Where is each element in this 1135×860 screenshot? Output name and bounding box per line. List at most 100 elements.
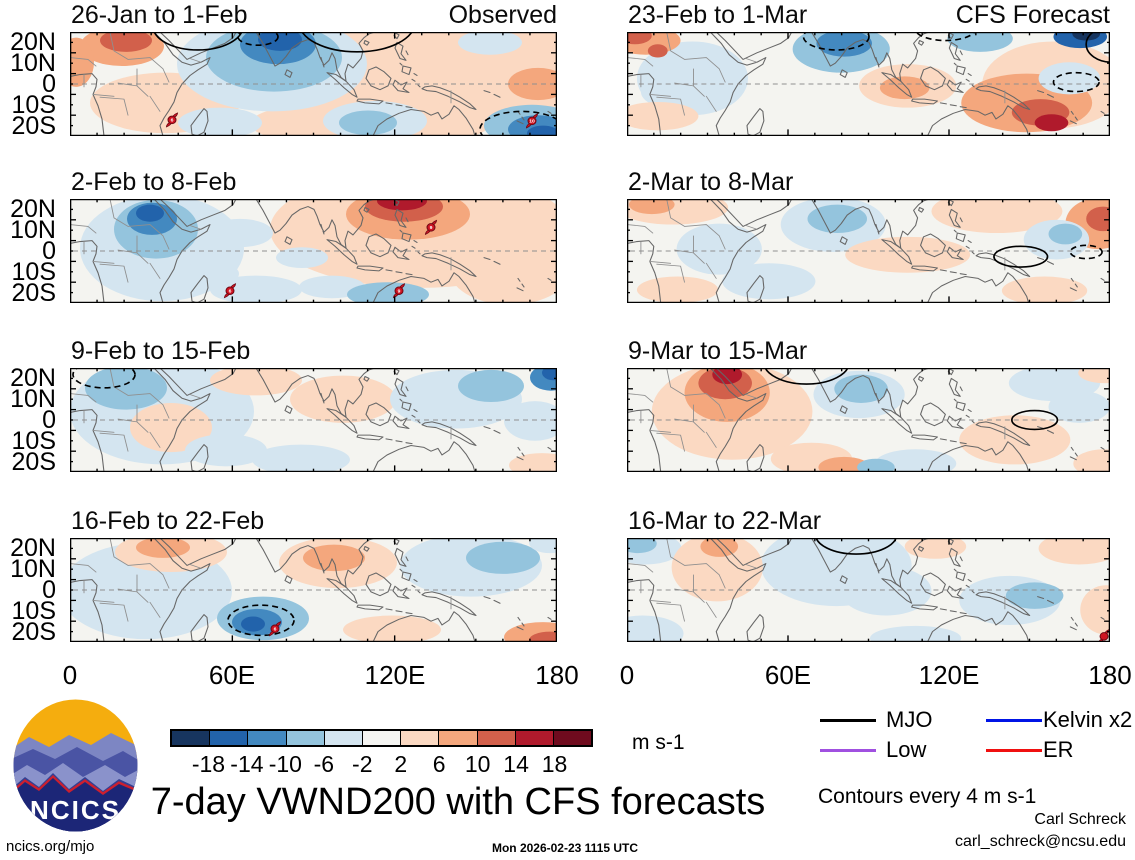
y-tick-0: 0 (42, 70, 56, 98)
colorbar-tick: 18 (541, 751, 568, 777)
colorbar-segment (476, 731, 515, 745)
x-tick-0-right: 0 (619, 660, 635, 690)
map-panel-obs-week3: 9-Feb to 15-Feb (70, 337, 557, 472)
x-tick-180-right: 180 (1088, 660, 1132, 690)
svg-text:9: 9 (430, 225, 433, 231)
colorbar-units-label: m s-1 (632, 731, 685, 754)
y-tick-20n: 20N (10, 534, 56, 562)
colorbar-tick: -14 (230, 751, 264, 777)
colorbar-tick-labels: -18 -14 -10 -6 -2 2 6 10 14 18 (170, 751, 593, 777)
vwnd-map-fcst-week3 (627, 368, 1110, 472)
map-panel-fcst-week2: 2-Mar to 8-Mar (627, 168, 1110, 303)
y-tick-20s: 20S (11, 279, 56, 307)
legend-label-mjo: MJO (886, 707, 933, 732)
ncics-logo-text: NCICS (30, 795, 121, 825)
y-tick-10s: 10S (11, 597, 56, 625)
colorbar-tick: 2 (394, 751, 408, 777)
y-axis-row4: 20N 10N 0 10S 20S (0, 534, 60, 646)
y-tick-10s: 10S (11, 427, 56, 455)
panel-title: 16-Feb to 22-Feb (71, 507, 265, 535)
colorbar-segment (361, 731, 401, 745)
svg-text:9: 9 (398, 289, 401, 295)
x-tick-0-left: 0 (62, 660, 78, 690)
colorbar-tick: 14 (503, 751, 529, 777)
x-tick-60e-left: 60E (208, 660, 256, 690)
y-tick-20s: 20S (11, 448, 56, 476)
svg-text:10: 10 (529, 119, 535, 125)
legend-label-kelvin: Kelvin x2 (1043, 707, 1133, 732)
colorbar (170, 729, 593, 747)
y-tick-20n: 20N (10, 195, 56, 223)
map-panel-fcst-week4: 16-Mar to 22-Mar (627, 507, 1110, 642)
svg-text:6: 6 (171, 118, 174, 124)
colorbar-tick: -18 (191, 751, 226, 777)
vwnd-map-obs-week1: 6 10 (70, 32, 557, 136)
y-axis-row2: 20N 10N 0 10S 20S (0, 195, 60, 307)
site-url: ncics.org/mjo (6, 838, 95, 855)
legend-line-mjo (820, 719, 876, 722)
y-axis-row3: 20N 10N 0 10S 20S (0, 364, 60, 476)
colorbar-segment (323, 731, 362, 745)
map-panel-obs-week1: 26-Jan to 1-Feb Observed 6 10 (70, 1, 557, 136)
y-tick-0: 0 (42, 237, 56, 265)
legend-line-kelvin (986, 719, 1042, 722)
y-tick-10s: 10S (11, 258, 56, 286)
panel-title: 2-Feb to 8-Feb (71, 168, 237, 196)
x-tick-60e-right: 60E (764, 660, 812, 690)
column-heading-observed: Observed (448, 1, 557, 29)
timestamp: Mon 2026-02-23 1115 UTC (491, 841, 639, 855)
y-tick-20n: 20N (10, 28, 56, 56)
panel-title: 16-Mar to 22-Mar (628, 507, 822, 535)
y-axis-row1: 20N 10N 0 10S 20S (0, 28, 60, 140)
panel-title: 26-Jan to 1-Feb (71, 1, 248, 29)
y-tick-10n: 10N (10, 385, 56, 413)
colorbar-segment (400, 731, 439, 745)
vwnd-map-fcst-week4 (627, 538, 1110, 642)
legend-label-low: Low (886, 737, 927, 762)
colorbar-segment (285, 731, 324, 745)
y-tick-10n: 10N (10, 555, 56, 583)
y-tick-0: 0 (42, 576, 56, 604)
colorbar-segment (247, 731, 286, 745)
panel-title: 2-Mar to 8-Mar (628, 168, 794, 196)
vwnd-map-obs-week2: 6 9 9 (70, 199, 557, 303)
vwnd-map-obs-week3 (70, 368, 557, 472)
panel-title: 9-Feb to 15-Feb (71, 337, 251, 365)
colorbar-tick: 10 (464, 751, 491, 777)
ncics-logo: NCICS (13, 699, 138, 832)
colorbar-segment (552, 731, 592, 745)
vwnd-map-fcst-week1 (627, 32, 1110, 136)
contour-interval-note: Contours every 4 m s-1 (818, 785, 1037, 808)
legend-line-er (986, 749, 1042, 752)
map-panel-obs-week2: 2-Feb to 8-Feb 6 9 9 (70, 168, 557, 303)
svg-text:6: 6 (274, 627, 277, 633)
colorbar-segment (514, 731, 553, 745)
panel-title: 9-Mar to 15-Mar (628, 337, 808, 365)
colorbar-segment (172, 731, 210, 745)
y-tick-10s: 10S (11, 91, 56, 119)
y-tick-10n: 10N (10, 216, 56, 244)
colorbar-segment (209, 731, 248, 745)
vwnd-map-obs-week4: 6 (70, 538, 557, 642)
figure-title: 7-day VWND200 with CFS forecasts (150, 781, 766, 823)
x-tick-120e-left: 120E (364, 660, 426, 690)
legend-line-low (820, 749, 876, 752)
colorbar-tick: -10 (268, 751, 302, 777)
map-panel-fcst-week3: 9-Mar to 15-Mar (627, 337, 1110, 472)
y-tick-20s: 20S (11, 618, 56, 646)
legend-label-er: ER (1043, 737, 1074, 762)
y-tick-20s: 20S (11, 112, 56, 140)
x-tick-120e-right: 120E (918, 660, 980, 690)
credit-name: Carl Schreck (1034, 811, 1126, 828)
x-tick-180-left: 180 (535, 660, 579, 690)
credit-email: carl_schreck@ncsu.edu (955, 833, 1126, 850)
map-panel-fcst-week1: 23-Feb to 1-Mar CFS Forecast (627, 1, 1110, 136)
panel-title: 23-Feb to 1-Mar (628, 1, 808, 29)
map-panel-obs-week4: 16-Feb to 22-Feb 6 (70, 507, 557, 642)
y-tick-20n: 20N (10, 364, 56, 392)
y-tick-0: 0 (42, 406, 56, 434)
svg-text:6: 6 (229, 289, 232, 295)
colorbar-segment (438, 731, 477, 745)
colorbar-tick: 6 (432, 751, 446, 777)
y-tick-10n: 10N (10, 49, 56, 77)
